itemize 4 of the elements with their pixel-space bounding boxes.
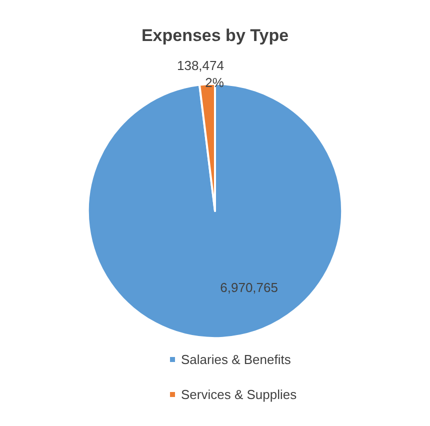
legend-label: Salaries & Benefits — [181, 352, 292, 367]
legend-label: Services & Supplies — [181, 387, 298, 402]
chart-title: Expenses by Type — [141, 26, 289, 45]
data-label: 6,970,765 — [220, 280, 278, 295]
